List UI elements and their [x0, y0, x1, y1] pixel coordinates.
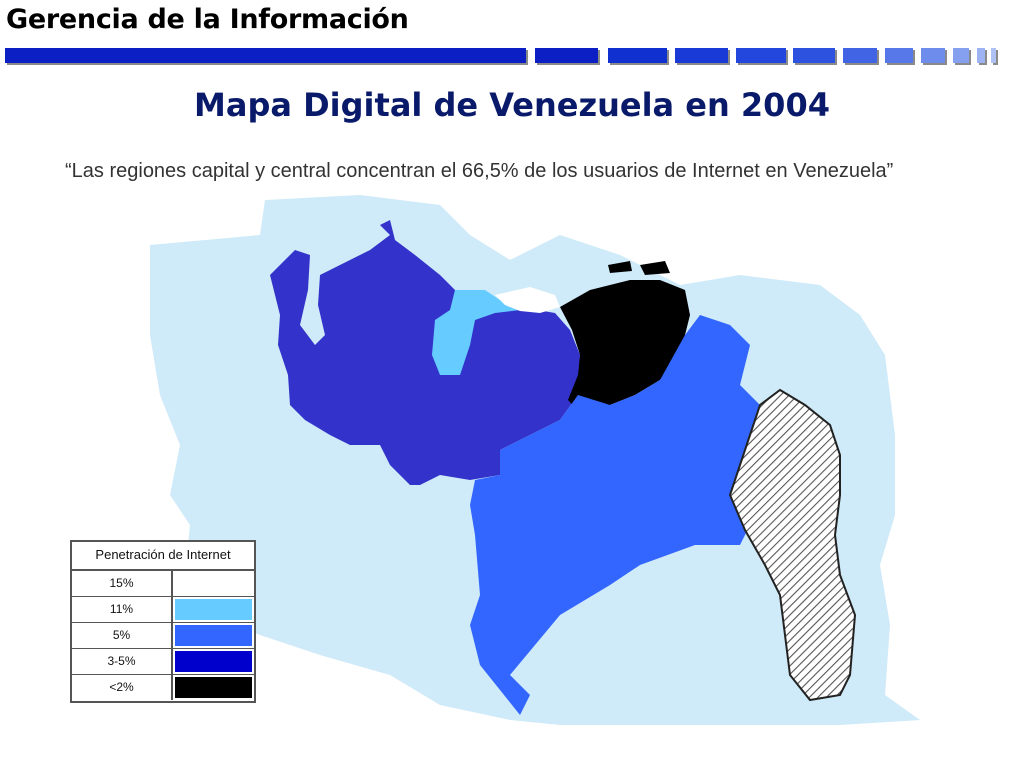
bar-segment: [843, 48, 877, 63]
legend-row: 3-5%: [72, 649, 254, 675]
legend-label: 15%: [72, 571, 173, 596]
slide-title: Mapa Digital de Venezuela en 2004: [194, 86, 830, 124]
bar-segment: [736, 48, 786, 63]
bar-segment: [5, 48, 526, 63]
esequibo-hatched: [728, 388, 857, 702]
legend-title: Penetración de Internet: [72, 542, 254, 571]
legend-swatch-15: [175, 573, 252, 594]
header-title: Gerencia de la Información: [6, 4, 409, 35]
bar-segment: [793, 48, 835, 63]
legend: Penetración de Internet 15% 11% 5% 3-5% …: [70, 540, 256, 703]
bar-segment: [991, 48, 996, 63]
legend-swatch-lt2: [175, 677, 252, 698]
legend-row: 5%: [72, 623, 254, 649]
legend-row: 11%: [72, 597, 254, 623]
bar-segment: [885, 48, 913, 63]
region-occidental: [270, 220, 580, 485]
bar-segment: [535, 48, 598, 63]
margarita-island-2: [640, 261, 670, 275]
legend-label: 5%: [72, 623, 173, 648]
region-nororiental: [560, 280, 690, 413]
legend-row: 15%: [72, 571, 254, 597]
legend-swatch-5: [175, 625, 252, 646]
bar-segment: [977, 48, 985, 63]
header-decor-bar: [5, 48, 1015, 64]
quote-text: “Las regiones capital y central concentr…: [65, 160, 894, 182]
region-central: [432, 290, 520, 375]
legend-label: 3-5%: [72, 649, 173, 674]
legend-label: 11%: [72, 597, 173, 622]
legend-row: <2%: [72, 675, 254, 700]
margarita-island: [608, 261, 632, 273]
bar-segment: [608, 48, 667, 63]
region-capital: [495, 287, 560, 313]
bar-segment: [675, 48, 728, 63]
bar-segment: [921, 48, 945, 63]
legend-label: <2%: [72, 675, 173, 700]
venezuela-map: [150, 195, 920, 725]
legend-swatch-11: [175, 599, 252, 620]
legend-swatch-3-5: [175, 651, 252, 672]
bar-segment: [953, 48, 969, 63]
region-guayana: [470, 315, 760, 715]
